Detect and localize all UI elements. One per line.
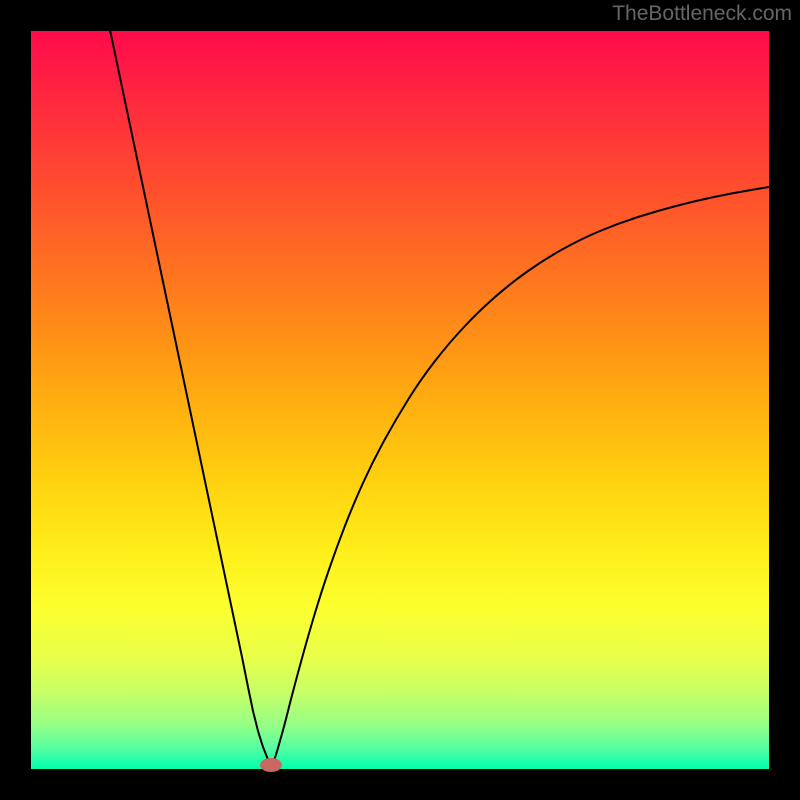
optimal-point-marker: [260, 758, 282, 772]
plot-area: [31, 31, 769, 769]
chart-container: TheBottleneck.com: [0, 0, 800, 800]
watermark-text: TheBottleneck.com: [612, 2, 792, 26]
